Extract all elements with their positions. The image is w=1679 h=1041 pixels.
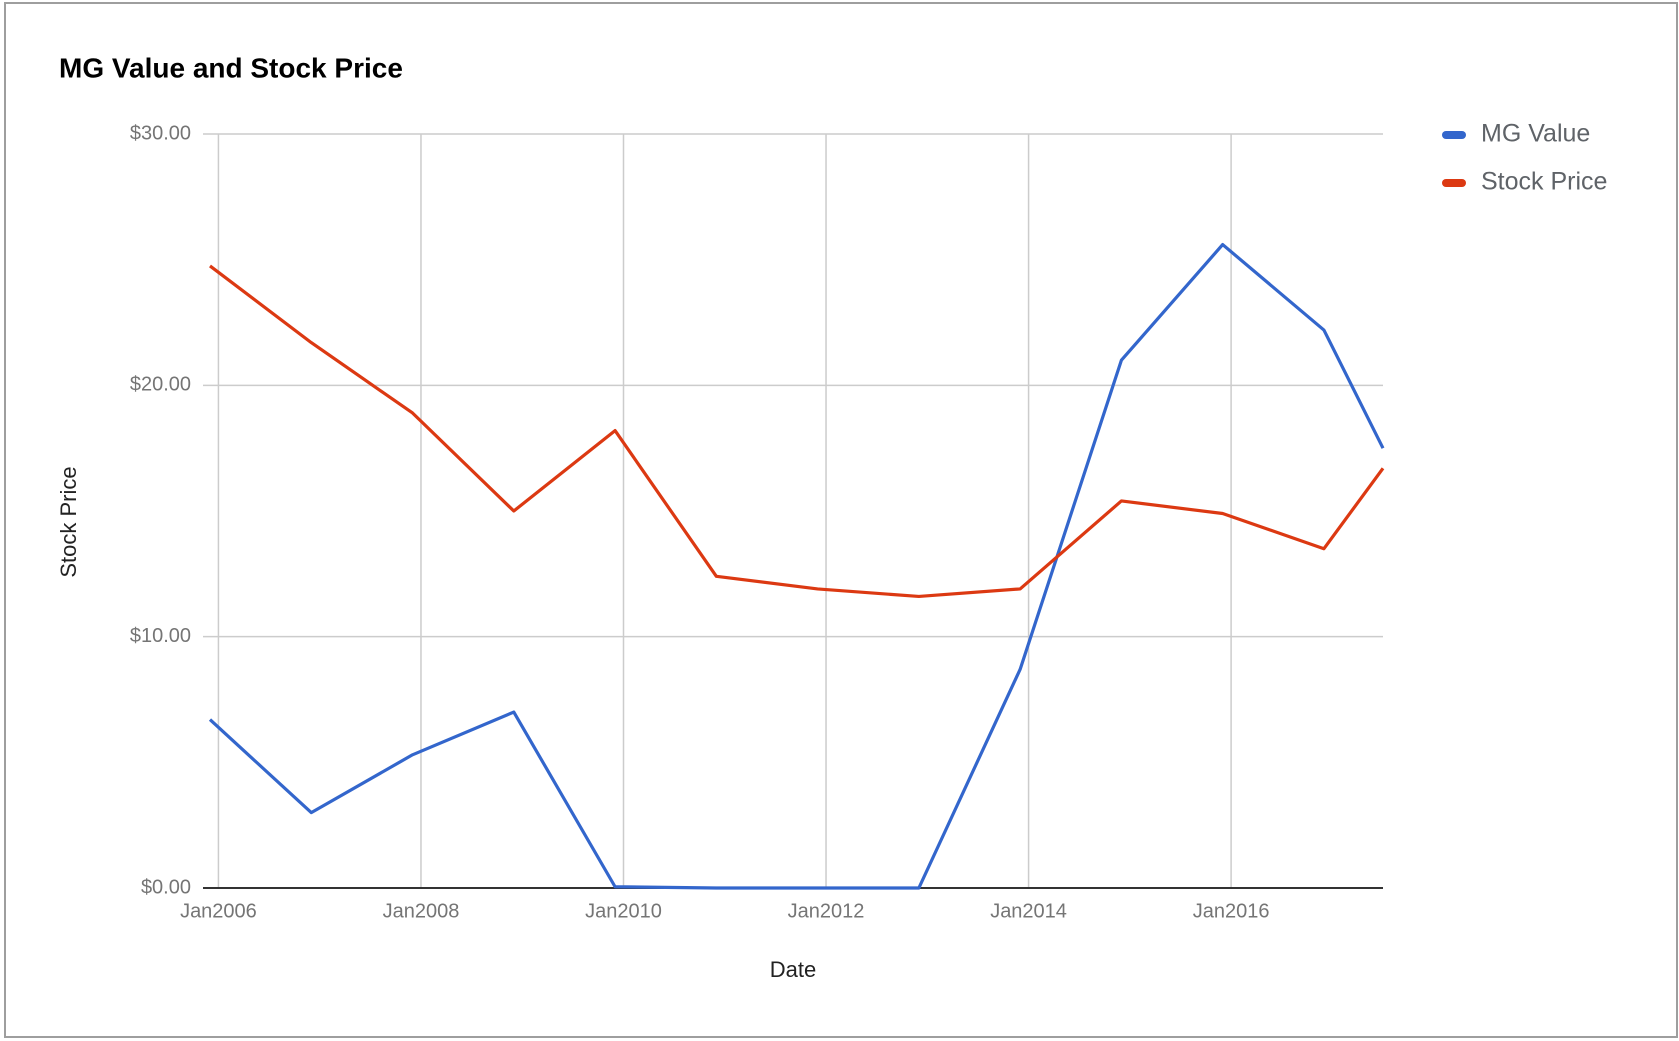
y-tick-label: $10.00 bbox=[130, 625, 191, 647]
y-tick-label: $0.00 bbox=[141, 876, 191, 898]
x-tick-label: Jan2008 bbox=[383, 900, 460, 922]
chart-title: MG Value and Stock Price bbox=[59, 52, 403, 83]
y-axis-title: Stock Price bbox=[56, 466, 81, 577]
data-line bbox=[208, 242, 1385, 890]
y-tick-label: $30.00 bbox=[130, 122, 191, 144]
legend-label: Stock Price bbox=[1481, 168, 1607, 196]
x-tick-label: Jan2016 bbox=[1193, 900, 1270, 922]
x-tick-label: Jan2006 bbox=[180, 900, 257, 922]
chart-frame bbox=[4, 2, 1678, 1038]
x-tick-label: Jan2012 bbox=[788, 900, 865, 922]
y-tick-label: $20.00 bbox=[130, 374, 191, 396]
x-tick-label: Jan2010 bbox=[585, 900, 662, 922]
legend-label: MG Value bbox=[1481, 120, 1590, 148]
x-tick-label: Jan2014 bbox=[990, 900, 1067, 922]
x-axis-title: Date bbox=[770, 957, 816, 982]
data-line bbox=[209, 264, 1385, 599]
